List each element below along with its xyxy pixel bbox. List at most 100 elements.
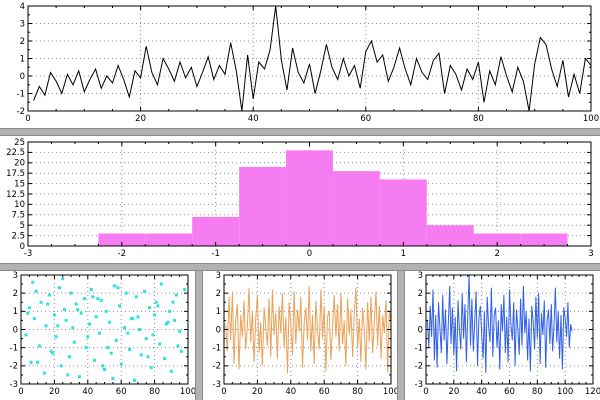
vertical-divider	[397, 271, 406, 400]
series-scatter-cyan	[24, 277, 187, 382]
tick-labels: 0 20 40 60 80 100 -3 -2 -1 0 1 2 3	[10, 271, 195, 397]
svg-text:-2: -2	[212, 362, 220, 372]
svg-text:-3: -3	[415, 380, 423, 390]
svg-text:40: 40	[477, 387, 488, 397]
svg-text:3: 3	[215, 271, 220, 281]
svg-text:-1: -1	[10, 343, 18, 353]
svg-text:10: 10	[14, 200, 25, 210]
blue-noise-chart: 0 20 40 60 80 100 120 -3 -2 -1 0 1 2 3	[415, 271, 600, 397]
svg-text:25: 25	[14, 138, 25, 148]
svg-text:17.5: 17.5	[6, 169, 25, 179]
svg-text:-1: -1	[211, 249, 219, 259]
svg-text:0: 0	[25, 114, 30, 124]
svg-text:0: 0	[13, 325, 18, 335]
svg-text:100: 100	[383, 387, 398, 397]
panel-noise-line: 0 20 40 60 80 100 -2 -1 0 1 2 3 4	[0, 0, 600, 128]
svg-text:20: 20	[449, 387, 460, 397]
svg-text:20: 20	[14, 159, 25, 169]
series-histogram	[98, 150, 568, 246]
panel-noise-blue: 0 20 40 60 80 100 120 -3 -2 -1 0 1 2 3	[405, 271, 600, 400]
svg-text:120: 120	[585, 387, 600, 397]
svg-text:1: 1	[13, 307, 18, 317]
svg-text:0: 0	[20, 242, 25, 252]
svg-text:0: 0	[424, 387, 429, 397]
svg-text:0: 0	[221, 387, 226, 397]
svg-text:-3: -3	[10, 380, 18, 390]
series-noise-orange	[224, 285, 392, 374]
svg-text:100: 100	[180, 387, 195, 397]
svg-text:3: 3	[588, 249, 593, 259]
svg-text:-2: -2	[10, 362, 18, 372]
grid	[21, 275, 188, 384]
svg-text:100: 100	[557, 387, 573, 397]
svg-text:-2: -2	[17, 107, 25, 117]
tick-labels: 0 20 40 60 80 100 -2 -1 0 1 2 3 4	[17, 2, 600, 124]
svg-text:80: 80	[149, 387, 160, 397]
plot-border	[425, 274, 594, 385]
series-noise-blue	[427, 274, 573, 374]
svg-text:2: 2	[418, 289, 423, 299]
plot-border	[20, 274, 189, 385]
svg-text:-3: -3	[24, 249, 32, 259]
svg-text:12.5: 12.5	[6, 190, 25, 200]
horizontal-divider	[0, 263, 600, 271]
svg-text:60: 60	[318, 387, 329, 397]
panel-scatter: 0 20 40 60 80 100 -3 -2 -1 0 1 2 3	[0, 271, 195, 400]
plot-border	[27, 5, 592, 112]
svg-text:2: 2	[20, 37, 25, 47]
svg-text:0: 0	[307, 249, 312, 259]
svg-text:80: 80	[473, 114, 484, 124]
svg-text:2.5: 2.5	[11, 231, 25, 241]
svg-text:0: 0	[215, 325, 220, 335]
svg-text:0: 0	[418, 325, 423, 335]
svg-text:15: 15	[14, 179, 25, 189]
svg-text:-3: -3	[212, 380, 220, 390]
svg-text:4: 4	[20, 2, 25, 12]
svg-text:80: 80	[352, 387, 363, 397]
vertical-divider	[194, 271, 203, 400]
svg-text:22.5: 22.5	[6, 148, 25, 158]
orange-noise-chart: 0 20 40 60 80 100 -3 -2 -1 0 1 2 3	[212, 271, 397, 397]
svg-text:-2: -2	[118, 249, 126, 259]
tick-labels: 0 20 40 60 80 100 120 -3 -2 -1 0 1 2 3	[415, 271, 600, 397]
svg-text:-1: -1	[17, 89, 25, 99]
svg-text:20: 20	[135, 114, 146, 124]
svg-text:7.5: 7.5	[11, 211, 25, 221]
panel-noise-orange: 0 20 40 60 80 100 -3 -2 -1 0 1 2 3	[202, 271, 398, 400]
svg-text:60: 60	[360, 114, 371, 124]
svg-text:2: 2	[13, 289, 18, 299]
svg-text:-1: -1	[415, 343, 423, 353]
svg-text:3: 3	[20, 19, 25, 29]
tick-labels: 0 20 40 60 80 100 -3 -2 -1 0 1 2 3	[212, 271, 397, 397]
svg-text:1: 1	[20, 54, 25, 64]
svg-text:40: 40	[285, 387, 296, 397]
grid	[28, 6, 591, 111]
svg-text:60: 60	[504, 387, 515, 397]
series-noise-line	[33, 5, 592, 112]
svg-text:80: 80	[532, 387, 543, 397]
svg-text:3: 3	[13, 271, 18, 281]
svg-text:20: 20	[49, 387, 60, 397]
scatter-chart: 0 20 40 60 80 100 -3 -2 -1 0 1 2 3	[10, 271, 195, 397]
svg-text:100: 100	[583, 114, 599, 124]
svg-text:1: 1	[215, 307, 220, 317]
svg-text:2: 2	[215, 289, 220, 299]
axis-ticks	[20, 274, 189, 385]
panel-histogram: -3 -2 -1 0 1 2 3 0 2.5 5 7.5 10 12.5 15 17.5 20 22.5 25	[0, 136, 600, 263]
svg-text:1: 1	[401, 249, 406, 259]
svg-text:0: 0	[20, 72, 25, 82]
plot-border	[223, 274, 392, 385]
svg-text:60: 60	[116, 387, 127, 397]
svg-text:1: 1	[418, 307, 423, 317]
horizontal-divider	[0, 128, 600, 136]
plot-border	[27, 141, 592, 247]
svg-text:-1: -1	[212, 343, 220, 353]
svg-text:40: 40	[248, 114, 259, 124]
svg-text:2: 2	[494, 249, 499, 259]
svg-text:20: 20	[252, 387, 263, 397]
svg-text:5: 5	[20, 221, 25, 231]
noise-line-chart: 0 20 40 60 80 100 -2 -1 0 1 2 3 4	[17, 2, 600, 124]
